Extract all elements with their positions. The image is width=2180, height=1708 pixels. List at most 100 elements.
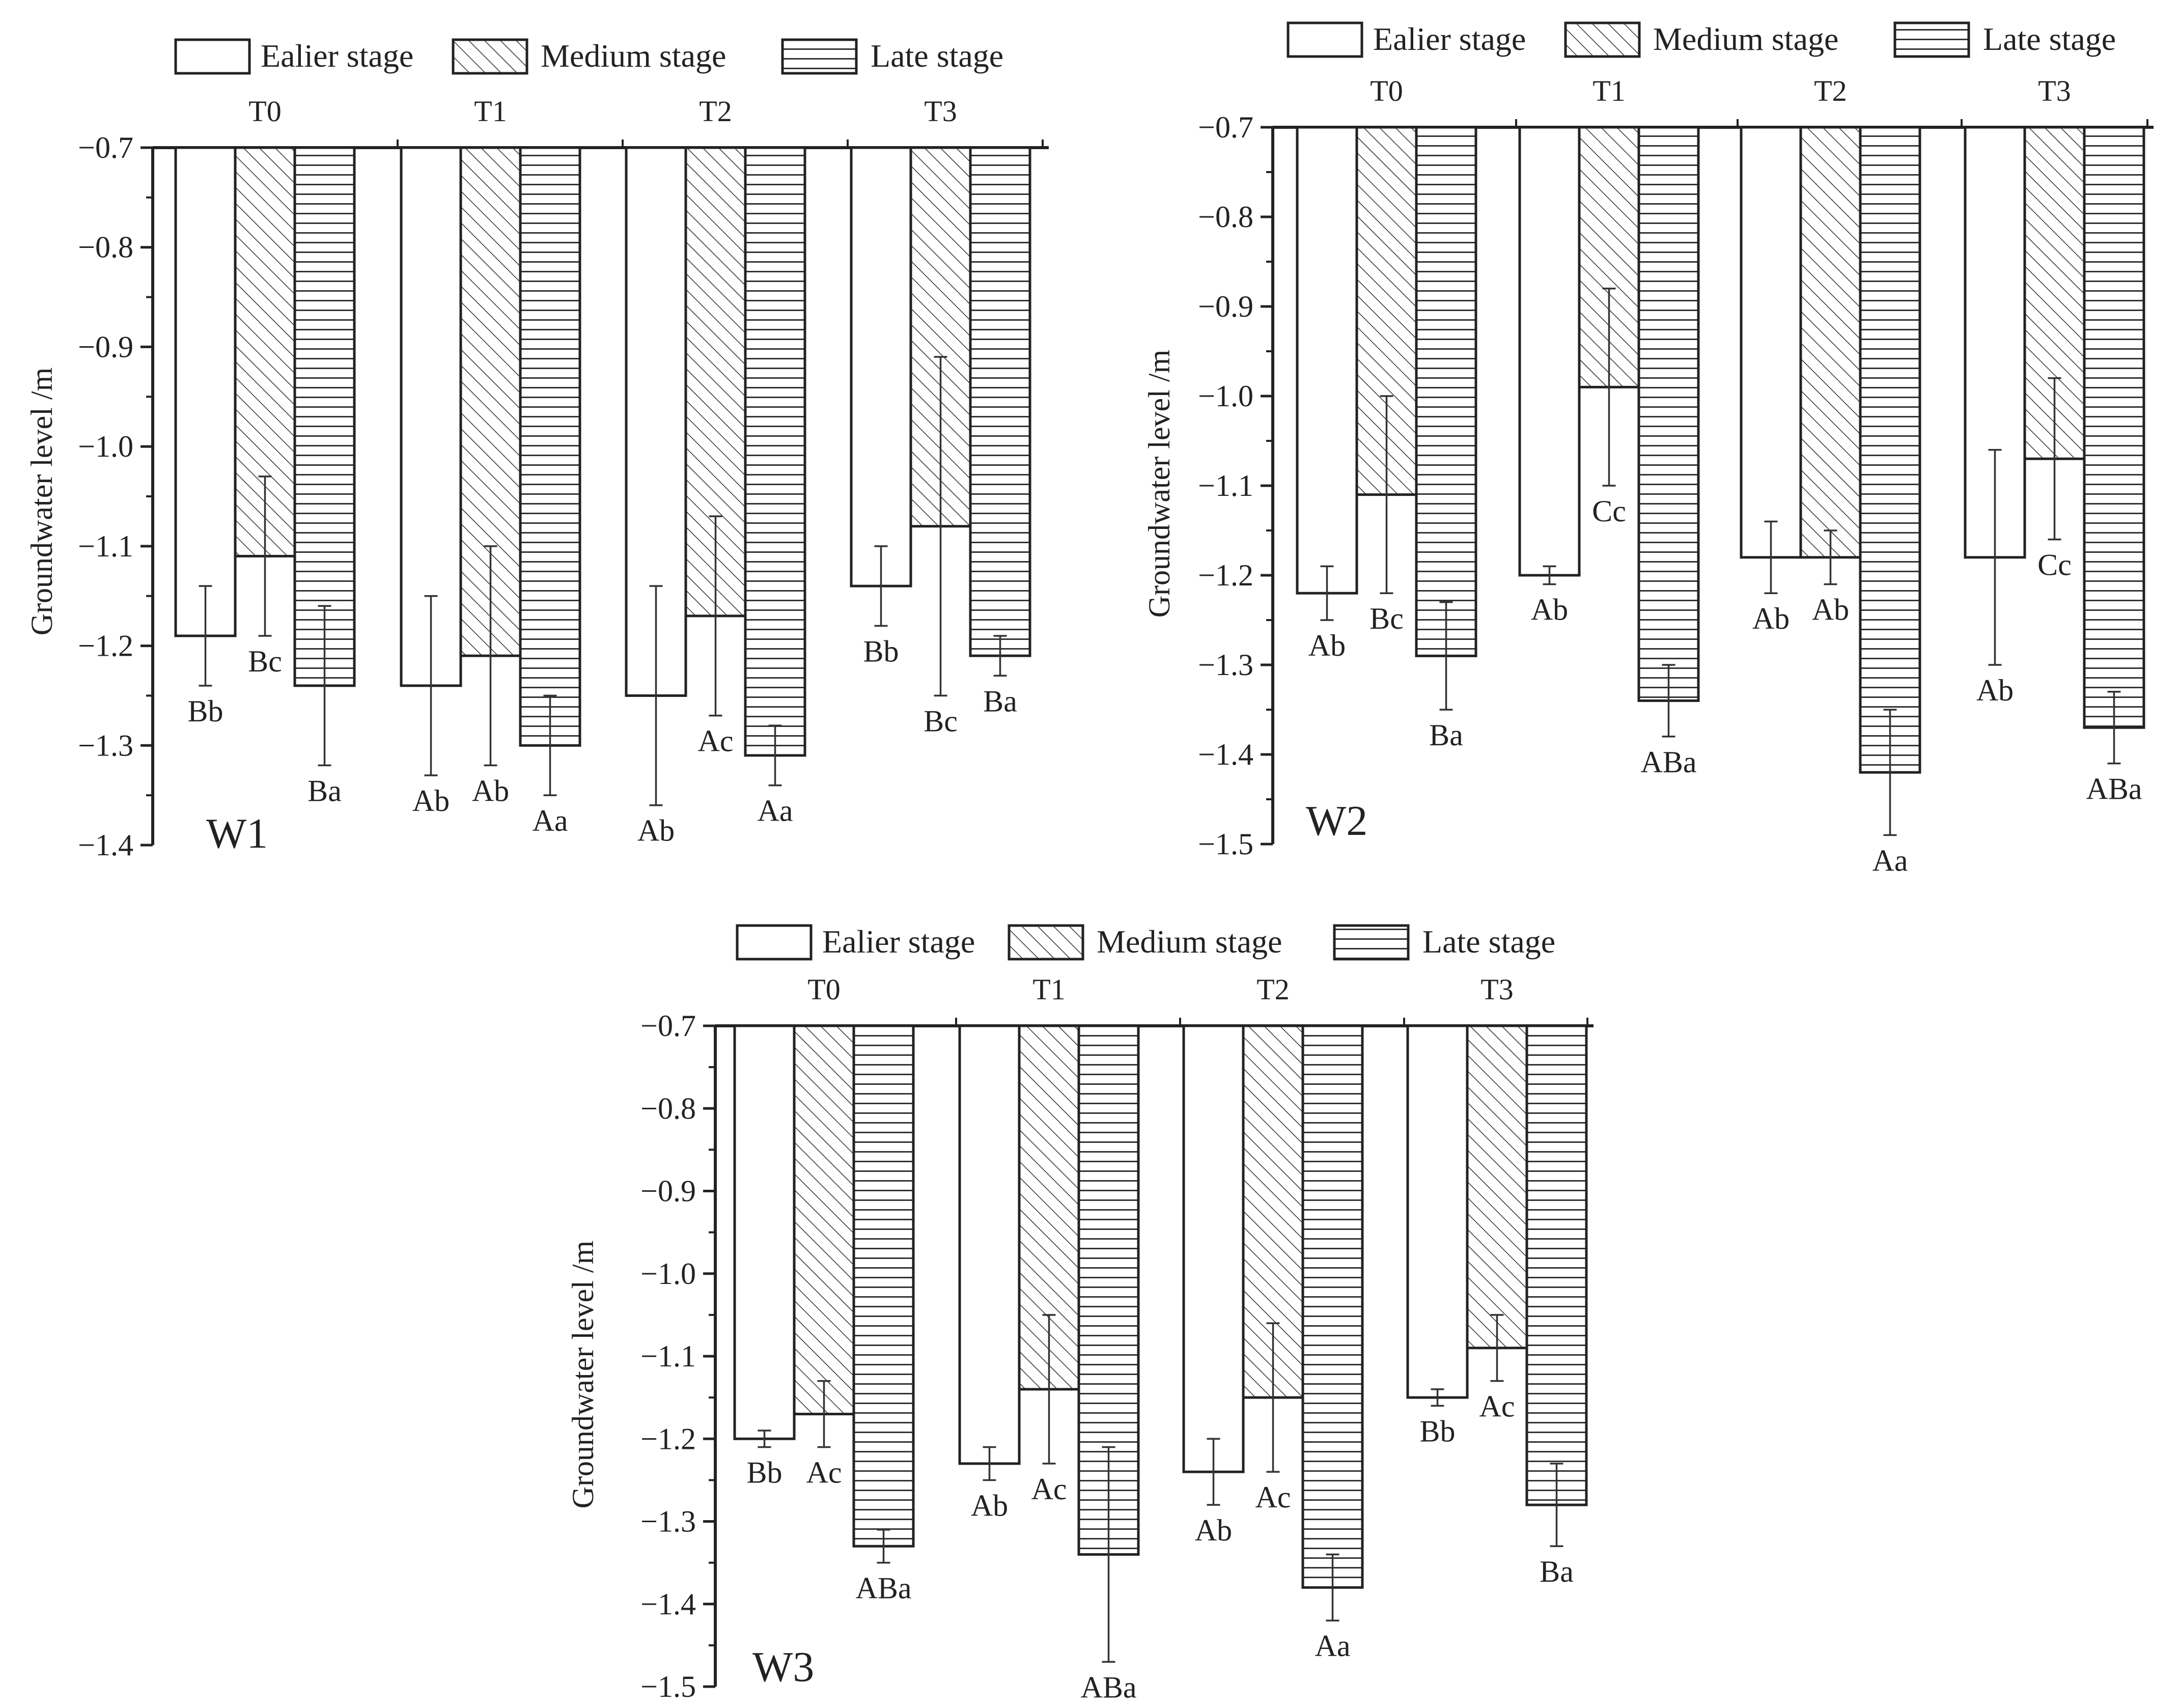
legend-item-late: Late stage [1893,21,2116,58]
group-label-t3: T3 [924,95,957,128]
y-tick-label: −1.0 [640,1257,696,1291]
legend-label-medium: Medium stage [1097,923,1282,960]
y-tick-label: −0.9 [640,1174,696,1208]
bar-late-t0 [1415,126,1477,657]
legend-item-ealier: Ealier stage [736,923,975,961]
significance-label: Ac [698,724,734,758]
significance-label: Ab [1195,1514,1232,1547]
legend-label-late: Late stage [1422,923,1555,960]
legend-item-medium: Medium stage [452,38,726,75]
significance-label: ABa [856,1572,912,1605]
bar-ealier-t2 [1182,1024,1245,1473]
bar-late-t3 [969,146,1031,657]
group-label-t0: T0 [248,95,281,128]
group-label-t1: T1 [1032,973,1065,1006]
legend-label-late: Late stage [1983,21,2116,57]
significance-label: ABa [2086,772,2142,806]
bar-late-t0 [293,146,356,687]
significance-label: Bb [746,1455,782,1489]
y-tick-label: −1.2 [78,629,133,663]
significance-label: Aa [533,804,568,837]
significance-label: Ab [1308,629,1346,662]
legend-swatch-late [781,38,858,75]
legend-swatch-medium [1008,924,1084,961]
significance-label: Ac [1255,1480,1291,1514]
legend-swatch-ealier [736,924,813,961]
legend-label-medium: Medium stage [1653,21,1838,57]
y-tick-label: −0.8 [78,231,133,264]
y-tick-label: −0.7 [640,1009,696,1043]
bar-medium-t0 [793,1024,855,1416]
legend-swatch-late [1893,21,1970,58]
y-axis-title: Groundwater level /m [25,368,59,636]
legend-label-ealier: Ealier stage [822,923,975,960]
panel-w2: Ealier stage Medium stage Late stage Gro… [1142,21,2154,877]
significance-label: Ab [637,814,675,848]
legend-item-ealier: Ealier stage [1287,21,1526,58]
y-tick-label: −1.2 [640,1422,696,1455]
y-tick-label: −1.4 [640,1587,696,1621]
y-tick-label: −1.3 [1198,648,1253,682]
significance-label: Ab [1531,593,1568,627]
bar-ealier-t3 [850,146,912,587]
bar-medium-t2 [1799,126,1862,559]
significance-label: Ba [1429,718,1463,752]
y-tick-label: −0.8 [640,1091,696,1125]
y-tick-label: −1.5 [1198,827,1253,861]
bar-late-t3 [2083,126,2145,729]
y-tick-label: −0.7 [78,131,133,164]
significance-label: Bc [924,704,958,738]
significance-label: Aa [1872,844,1908,877]
legend-item-medium: Medium stage [1008,923,1282,961]
y-tick-label: −0.7 [1198,110,1253,144]
y-tick-label: −1.3 [640,1505,696,1538]
significance-label: Bc [1370,602,1404,635]
significance-label: Aa [1315,1629,1351,1663]
group-label-t2: T2 [1256,973,1289,1006]
significance-label: Ab [412,784,450,818]
group-label-t1: T1 [1592,74,1625,107]
group-label-t3: T3 [2038,74,2071,107]
bar-late-t1 [519,146,581,747]
legend-swatch-ealier [1287,21,1363,58]
y-tick-label: −1.4 [1198,738,1253,771]
legend-swatch-medium [1564,21,1641,58]
significance-label: Bb [1419,1414,1455,1448]
bar-ealier-t2 [1740,126,1802,559]
legend-label-ealier: Ealier stage [261,38,413,74]
panel-label: W2 [1306,797,1367,845]
plot-area: −0.7 −0.8 −0.9 −1.0 −1.1 −1.2 −1.3 −1.4 −1.5 Bb Ac… [640,973,1594,1704]
bar-ealier-t0 [733,1024,796,1440]
legend-item-medium: Medium stage [1564,21,1838,58]
panel-w1: Ealier stage Medium stage Late stage Gro… [25,38,1049,862]
significance-label: Ac [1479,1390,1515,1423]
significance-label: Cc [1592,494,1626,528]
significance-label: Bb [187,694,223,728]
plot-area: −0.7 −0.8 −0.9 −1.0 −1.1 −1.2 −1.3 −1.4 −1.5 Ab Bc… [1198,74,2154,877]
significance-label: Ab [1812,593,1849,627]
group-label-t0: T0 [1370,74,1403,107]
bar-late-t3 [1525,1024,1588,1506]
group-label-t2: T2 [699,95,732,128]
group-label-t1: T1 [474,95,507,128]
panel-label: W1 [206,810,268,857]
legend-swatch-ealier [174,38,251,75]
panel-label: W3 [752,1643,814,1691]
bar-late-t0 [852,1024,915,1548]
legend-label-medium: Medium stage [541,38,726,74]
y-tick-label: −1.2 [1198,558,1253,592]
y-tick-label: −1.0 [78,430,133,463]
panel-w3: Ealier stage Medium stage Late stage Gro… [566,923,1594,1704]
legend: Ealier stage Medium stage Late stage [174,38,1003,75]
significance-label: Ba [983,684,1017,718]
legend-item-late: Late stage [1333,923,1555,961]
y-tick-label: −1.1 [78,529,133,563]
significance-label: Aa [758,794,793,828]
legend-label-late: Late stage [871,38,1003,74]
significance-label: Ac [806,1455,842,1489]
bar-late-t2 [744,146,806,757]
bar-ealier-t0 [1296,126,1358,595]
legend-swatch-late [1333,924,1410,961]
significance-label: ABa [1641,745,1697,779]
legend-item-ealier: Ealier stage [174,38,413,75]
